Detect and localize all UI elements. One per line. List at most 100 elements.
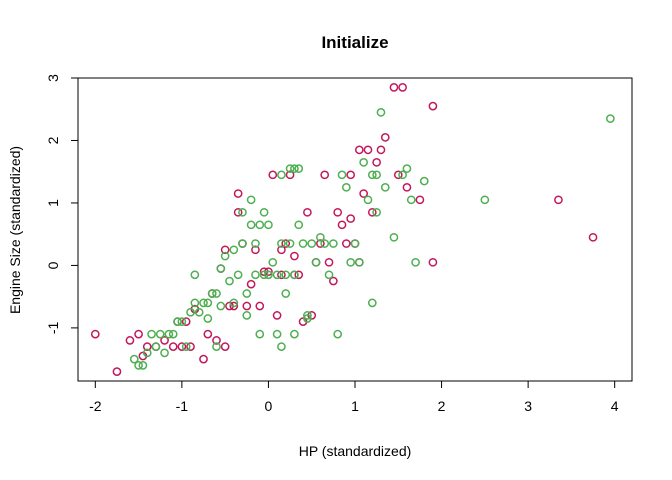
data-point [212, 342, 221, 351]
data-point [606, 114, 615, 123]
data-point [229, 301, 239, 311]
data-point [277, 342, 286, 351]
data-point [173, 317, 182, 326]
data-point [112, 367, 122, 376]
data-point [238, 207, 247, 217]
data-point [199, 298, 208, 308]
x-axis-label: HP (standardized) [299, 443, 412, 459]
x-tick-label: 2 [438, 398, 446, 414]
data-point [255, 220, 265, 230]
data-point [168, 342, 178, 351]
data-point [142, 342, 152, 351]
data-point [251, 245, 260, 255]
data-point [229, 298, 239, 308]
data-point [246, 220, 256, 230]
data-point [402, 164, 412, 173]
data-point [294, 270, 304, 280]
data-point [255, 329, 265, 339]
data-point [281, 270, 291, 280]
data-point [181, 342, 191, 351]
data-point [372, 170, 381, 180]
data-point [177, 317, 187, 326]
data-point [251, 270, 260, 280]
data-point [363, 195, 373, 205]
data-point [220, 251, 230, 261]
data-point [255, 301, 265, 311]
data-point [367, 170, 377, 180]
data-point [588, 232, 598, 242]
y-axis: -1 0 1 2 3 [45, 74, 79, 334]
data-point [346, 214, 356, 223]
y-tick-label: 2 [45, 136, 61, 144]
data-point [350, 239, 360, 248]
data-point [337, 170, 347, 180]
data-point [194, 307, 204, 317]
data-point [233, 189, 243, 198]
data-point [307, 239, 317, 248]
x-axis: -2 -1 0 1 2 3 4 [89, 380, 619, 414]
data-point [134, 361, 143, 370]
data-point [329, 276, 338, 286]
data-point [324, 270, 334, 280]
data-point [359, 157, 369, 167]
data-point [134, 329, 143, 339]
data-point [225, 276, 234, 286]
data-point [398, 83, 407, 92]
data-point [242, 301, 252, 311]
data-point [333, 207, 343, 217]
data-point [160, 336, 169, 345]
data-point [203, 329, 213, 339]
y-tick-label: -1 [45, 321, 61, 334]
data-point [168, 329, 178, 339]
data-point [246, 195, 256, 205]
data-point [281, 289, 291, 298]
data-point [251, 239, 260, 248]
data-point [160, 348, 169, 358]
data-point [320, 170, 330, 180]
data-point [363, 145, 373, 155]
data-point [138, 361, 148, 370]
data-point [480, 195, 490, 205]
data-point [337, 220, 347, 230]
data-point [346, 257, 356, 267]
data-point [346, 170, 356, 180]
data-point [372, 157, 381, 167]
data-point [177, 342, 187, 351]
data-point [341, 239, 351, 248]
x-tick-label: -2 [89, 398, 102, 414]
data-point [281, 239, 291, 248]
data-point [233, 207, 243, 217]
data-point [402, 182, 412, 192]
data-point [294, 220, 304, 230]
data-point [246, 279, 256, 289]
data-point [285, 239, 295, 248]
data-point [151, 342, 161, 351]
data-point [277, 245, 286, 255]
data-point [203, 314, 213, 323]
x-tick-label: 4 [611, 398, 619, 414]
x-tick-label: -1 [176, 398, 189, 414]
data-point [155, 329, 165, 339]
data-point [259, 270, 269, 280]
data-point [359, 189, 369, 198]
data-point [354, 145, 364, 155]
data-point [272, 270, 282, 280]
data-point [376, 145, 386, 155]
data-point [367, 207, 377, 217]
data-point [290, 329, 299, 339]
data-point [341, 182, 351, 192]
data-point [372, 207, 381, 217]
data-point [272, 311, 282, 320]
data-point [229, 245, 239, 255]
data-point [242, 289, 252, 298]
y-tick-label: 1 [45, 199, 61, 207]
points-layer [90, 83, 615, 376]
data-point [333, 329, 343, 339]
data-point [406, 195, 416, 205]
data-point [311, 257, 321, 267]
plot-frame [77, 77, 633, 382]
data-point [389, 83, 399, 92]
data-point [419, 176, 429, 186]
data-point [428, 101, 438, 111]
